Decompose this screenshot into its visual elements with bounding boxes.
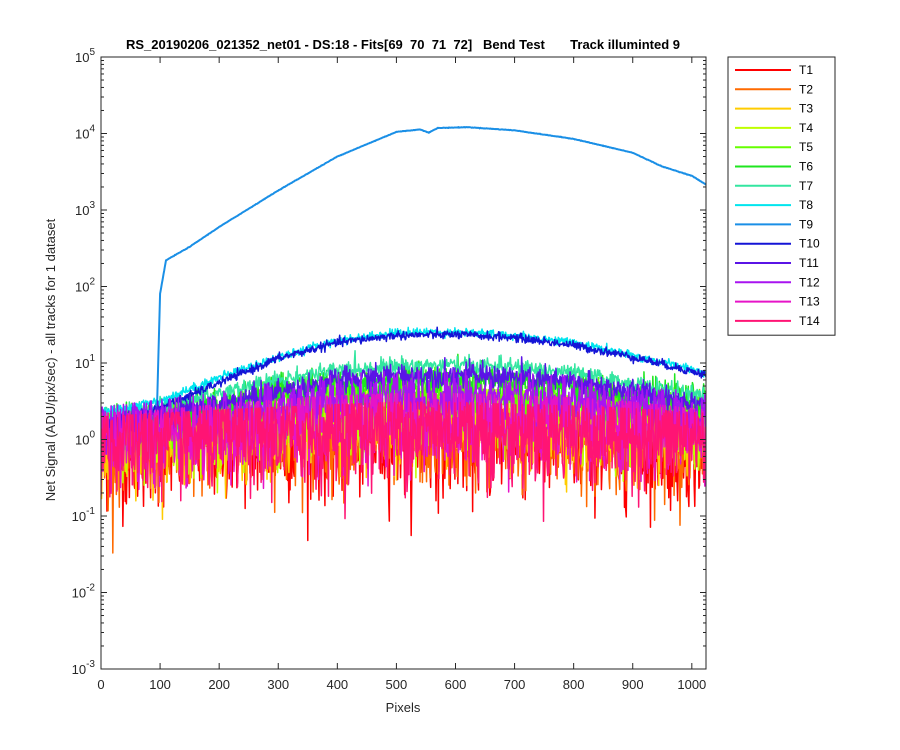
x-tick-label: 900 <box>622 677 644 692</box>
chart-title: RS_20190206_021352_net01 - DS:18 - Fits[… <box>126 37 680 52</box>
legend-label-t14: T14 <box>799 314 820 328</box>
y-tick-label: 102 <box>75 277 95 295</box>
legend-label-t2: T2 <box>799 82 813 96</box>
y-axis-title: Net Signal (ADU/pix/sec) - all tracks fo… <box>43 218 58 501</box>
x-tick-label: 300 <box>267 677 289 692</box>
legend-label-t12: T12 <box>799 275 820 289</box>
x-tick-label: 700 <box>504 677 526 692</box>
y-tick-label: 104 <box>75 124 95 142</box>
x-tick-label: 100 <box>149 677 171 692</box>
legend-label-t10: T10 <box>799 237 820 251</box>
series-line-t10 <box>101 326 706 427</box>
legend-label-t11: T11 <box>799 256 819 270</box>
x-tick-label: 1000 <box>677 677 706 692</box>
x-tick-label: 500 <box>386 677 408 692</box>
y-tick-label: 101 <box>75 353 95 371</box>
y-tick-label: 10-3 <box>72 659 96 677</box>
legend-label-t5: T5 <box>799 140 813 154</box>
series-line-t14 <box>101 401 706 523</box>
series-layer <box>101 126 706 554</box>
legend-label-t9: T9 <box>799 217 813 231</box>
y-tick-label: 103 <box>75 200 95 218</box>
legend-label-t4: T4 <box>799 121 813 135</box>
legend-box <box>727 56 836 336</box>
legend-label-t8: T8 <box>799 198 813 212</box>
legend: T1 T2 T3 T4 T5 T6 T7 T8 T9 T10 T11 T12 T13 T14 <box>727 56 836 336</box>
x-tick-label: 200 <box>208 677 230 692</box>
x-tick-label: 400 <box>326 677 348 692</box>
series-line-t9 <box>101 126 706 428</box>
y-tick-label: 10-2 <box>72 583 96 601</box>
x-tick-label: 800 <box>563 677 585 692</box>
x-tick-label: 0 <box>97 677 104 692</box>
legend-label-t3: T3 <box>799 102 813 116</box>
legend-label-t13: T13 <box>799 295 820 309</box>
legend-label-t7: T7 <box>799 179 813 193</box>
legend-label-t1: T1 <box>799 63 813 77</box>
y-tick-label: 100 <box>75 430 95 448</box>
x-axis-title: Pixels <box>386 700 421 715</box>
y-tick-label: 10-1 <box>72 506 96 524</box>
axes-layer: 0 100 200 300 400 500 600 700 800 900 1000 10-3 10-2… <box>72 47 707 692</box>
y-tick-label: 105 <box>75 47 95 65</box>
x-tick-label: 600 <box>445 677 467 692</box>
legend-label-t6: T6 <box>799 160 813 174</box>
